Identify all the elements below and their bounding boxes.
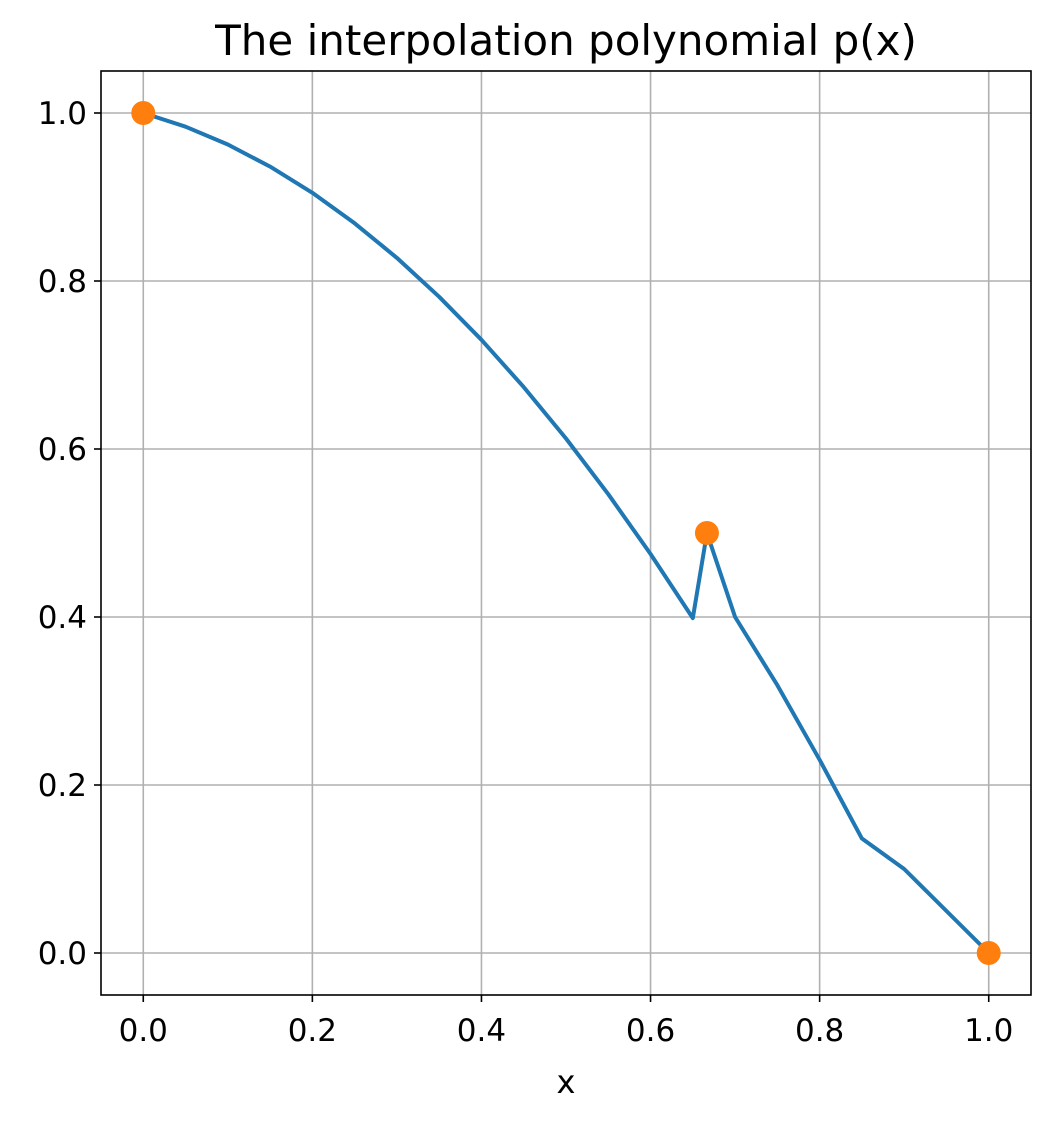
tick-marks: [94, 112, 990, 1002]
tick-labels: 0.0 0.2 0.4 0.6 0.8 1.0 0.0 0.2 0.4 0.6 0.8 1.0: [38, 96, 1014, 1049]
data-point: [694, 521, 719, 545]
data-point: [976, 941, 1001, 965]
x-tick-label: 0.4: [457, 1013, 506, 1049]
x-tick-label: 0.0: [119, 1013, 168, 1049]
y-tick-label: 0.6: [38, 432, 87, 468]
x-axis-label: x: [557, 1063, 576, 1101]
x-tick-label: 0.6: [626, 1013, 675, 1049]
y-tick-label: 0.0: [38, 936, 87, 972]
y-tick-label: 1.0: [38, 96, 87, 132]
y-tick-label: 0.4: [38, 600, 87, 636]
grid-lines: [101, 71, 1031, 995]
y-tick-label: 0.8: [38, 264, 87, 300]
x-tick-label: 0.8: [795, 1013, 844, 1049]
series-line: [141, 111, 991, 955]
chart-title: The interpolation polynomial p(x): [214, 16, 917, 65]
y-tick-label: 0.2: [38, 768, 87, 804]
x-tick-label: 1.0: [964, 1013, 1013, 1049]
x-tick-label: 0.2: [288, 1013, 337, 1049]
axes-frame: [100, 70, 1032, 996]
data-point: [131, 101, 156, 125]
series-layer: [131, 101, 1001, 965]
